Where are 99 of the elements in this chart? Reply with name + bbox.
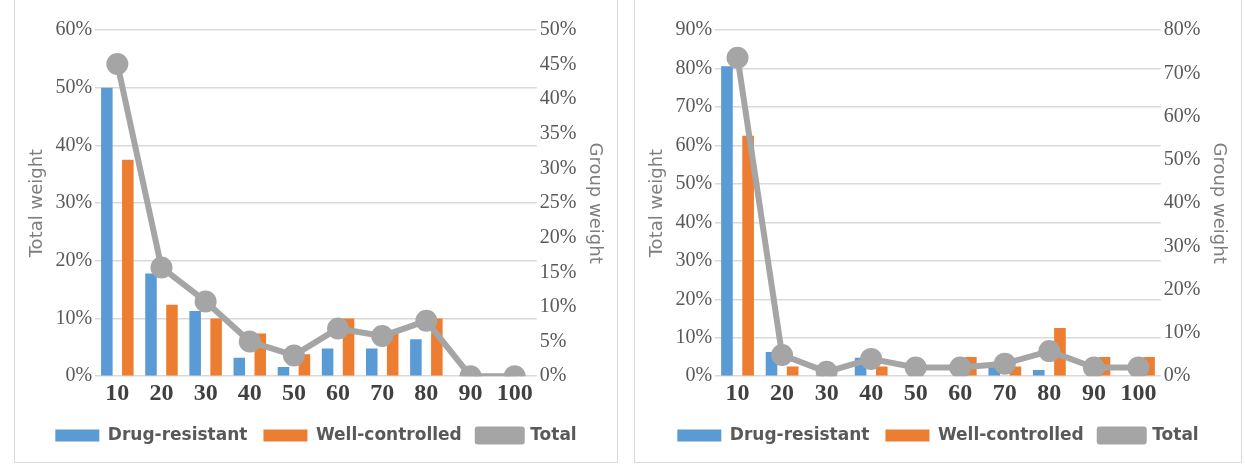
y-tick-label: 30% (675, 248, 713, 271)
point (238, 330, 261, 353)
y-tick-label: 20% (55, 248, 93, 271)
y2-tick-label: 30% (539, 155, 577, 178)
x-tick-label: 80 (414, 378, 439, 405)
y2-tick-label: 40% (1163, 190, 1201, 213)
point (904, 356, 927, 377)
point (415, 309, 438, 332)
y-tick-label: 40% (55, 132, 93, 155)
y-tick-label: 0% (65, 363, 93, 386)
y-tick-label: 90% (675, 17, 713, 40)
bar (189, 311, 201, 376)
x-tick-label: 80 (1037, 378, 1062, 405)
point (726, 46, 749, 69)
y-axis-title: Total weight (645, 148, 667, 259)
bar (1032, 370, 1045, 376)
y2-tick-label: 50% (539, 17, 577, 40)
bar (122, 159, 134, 376)
y2-tick-label: 10% (1163, 320, 1201, 343)
bar (875, 366, 888, 376)
y2-tick-label: 5% (539, 328, 567, 351)
x-tick-label: 70 (370, 378, 395, 405)
y2-axis-title: Group weight (585, 142, 607, 264)
x-tick-label: 50 (903, 378, 928, 405)
x-tick-label: 90 (1081, 378, 1106, 405)
x-tick-label: 40 (237, 378, 262, 405)
point (949, 356, 972, 377)
x-tick-label: 30 (814, 378, 839, 405)
legend-label: Well-controlled (315, 423, 462, 444)
y2-tick-label: 15% (539, 259, 577, 282)
point (150, 256, 173, 279)
point (860, 347, 883, 370)
y-tick-label: 0% (685, 363, 713, 386)
y2-tick-label: 70% (1163, 60, 1201, 83)
point (327, 317, 350, 340)
point (282, 344, 305, 367)
point (993, 352, 1016, 375)
bar (166, 304, 178, 376)
y-tick-label: 20% (675, 286, 713, 309)
point (371, 325, 394, 348)
bar (210, 318, 222, 376)
point (1038, 340, 1061, 363)
bar (742, 135, 754, 376)
y2-tick-label: 20% (1163, 276, 1201, 299)
point (1082, 356, 1105, 377)
x-tick-label: 40 (859, 378, 884, 405)
x-tick-label: 100 (1120, 378, 1157, 405)
y2-tick-label: 30% (1163, 233, 1201, 256)
y2-tick-label: 35% (539, 121, 577, 144)
x-tick-label: 20 (149, 378, 174, 405)
y-tick-label: 60% (55, 17, 93, 40)
y2-tick-label: 45% (539, 51, 577, 74)
y-tick-label: 70% (675, 94, 713, 117)
y2-tick-label: 40% (539, 86, 577, 109)
point (194, 290, 217, 313)
y2-tick-label: 25% (539, 190, 577, 213)
point (106, 52, 129, 75)
y-axis-title: Total weight (25, 148, 47, 259)
y-tick-label: 30% (55, 190, 93, 213)
x-tick-label: 70 (992, 378, 1017, 405)
x-tick-label: 100 (496, 378, 533, 405)
bar (145, 273, 157, 376)
bar (101, 87, 113, 376)
x-tick-label: 60 (326, 378, 351, 405)
bar (321, 348, 334, 376)
y2-tick-label: 20% (539, 224, 577, 247)
y2-axis-title: Group weight (1209, 142, 1231, 264)
y2-tick-label: 80% (1163, 17, 1201, 40)
y-tick-label: 50% (55, 74, 93, 97)
legend-label: Drug-resistant (729, 423, 870, 444)
x-tick-label: 90 (458, 378, 483, 405)
x-tick-label: 20 (770, 378, 795, 405)
legend-label: Drug-resistant (107, 423, 248, 444)
legend-label: Total (530, 423, 577, 444)
y2-tick-label: 0% (1163, 363, 1191, 386)
legend-label: Well-controlled (937, 423, 1084, 444)
y-tick-label: 40% (675, 209, 713, 232)
bar (410, 339, 422, 376)
x-tick-label: 60 (948, 378, 973, 405)
y-tick-label: 10% (55, 305, 93, 328)
x-tick-label: 50 (281, 378, 306, 405)
x-tick-label: 10 (105, 378, 130, 405)
bar (365, 348, 378, 376)
bar (277, 366, 290, 376)
point (1127, 356, 1150, 377)
bar (721, 66, 733, 376)
y-tick-label: 80% (675, 55, 713, 78)
x-tick-label: 30 (193, 378, 218, 405)
y-tick-label: 60% (675, 132, 713, 155)
y2-tick-label: 60% (1163, 103, 1201, 126)
y2-tick-label: 0% (539, 363, 567, 386)
x-tick-label: 10 (725, 378, 750, 405)
y2-tick-label: 50% (1163, 147, 1201, 170)
legend-label: Total (1152, 423, 1199, 444)
y-tick-label: 10% (675, 324, 713, 347)
y2-tick-label: 10% (539, 294, 577, 317)
y-tick-label: 50% (675, 171, 713, 194)
bar (233, 357, 246, 376)
point (771, 344, 794, 366)
